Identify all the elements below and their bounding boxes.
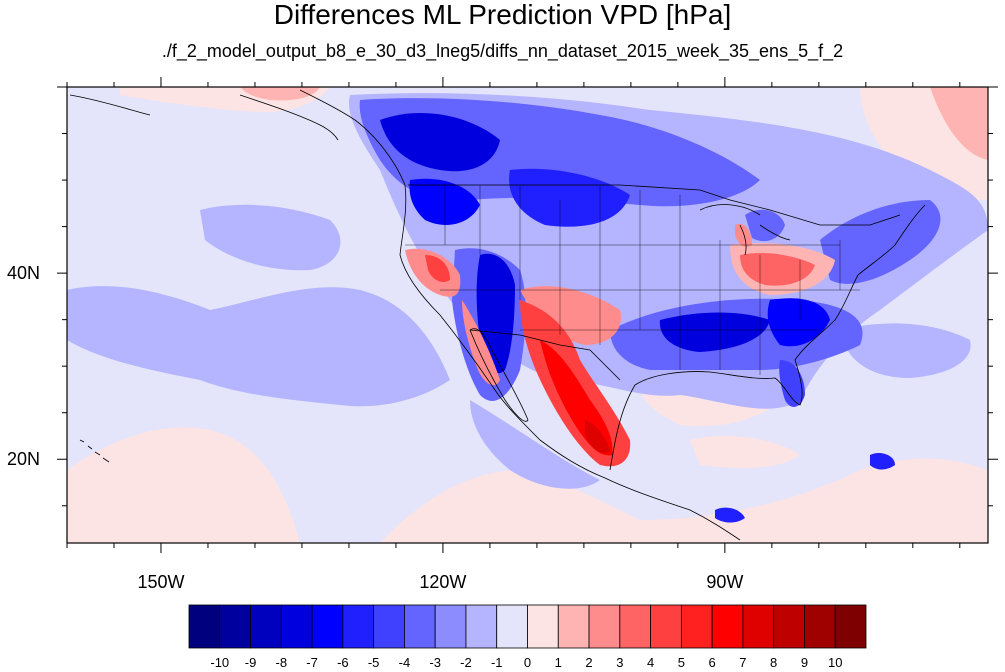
negative-region-pacific-north <box>200 204 341 271</box>
colorbar-swatch <box>219 604 251 649</box>
colorbar-swatch <box>742 604 775 649</box>
colorbar-tick-label: 9 <box>800 655 809 670</box>
colorbar-tick-label: 5 <box>677 655 685 670</box>
coastlines <box>69 89 926 541</box>
colorbar-tick-label: -5 <box>367 655 380 670</box>
colorbar-tick-label: 4 <box>646 655 655 670</box>
colorbar-swatch <box>311 604 344 649</box>
y-tick-label: 20N <box>6 449 40 470</box>
colorbar-swatch <box>773 604 805 649</box>
colorbar-tick-label: -10 <box>210 655 230 670</box>
colorbar-tick-label: -8 <box>275 655 288 670</box>
colorbar-tick-label: 7 <box>739 655 747 670</box>
colorbar-swatch <box>680 604 713 649</box>
negative-core-central-america <box>715 507 745 523</box>
colorbar-swatch <box>434 604 467 649</box>
colorbar-swatch <box>373 604 405 649</box>
negative-region-northeast <box>820 200 941 284</box>
colorbar-swatch <box>619 604 651 649</box>
negative-region-atlantic <box>840 323 971 378</box>
x-tick-label: 120W <box>419 572 467 592</box>
colorbar-tick-label: 6 <box>708 655 716 670</box>
us-canada-border <box>408 184 901 226</box>
plot-title: Differences ML Prediction VPD [hPa] <box>273 0 732 30</box>
state-line-horizontal <box>405 244 860 331</box>
gulf-of-mexico-coast <box>609 274 859 471</box>
state-line-west <box>444 185 561 335</box>
negative-core-british-columbia <box>380 112 500 172</box>
negative-core-caribbean <box>870 453 895 470</box>
negative-core-carolinas <box>767 298 830 347</box>
colorbar-tick-label: -6 <box>337 655 349 670</box>
y-tick-label: 40N <box>6 263 40 284</box>
colorbar-tick-label: 8 <box>770 655 778 670</box>
plot-frame <box>66 86 989 544</box>
colorbar-swatch <box>557 604 590 649</box>
difference-contours <box>67 87 988 543</box>
positive-core-california <box>425 255 450 282</box>
negative-region-pacific <box>67 286 450 407</box>
alaska-coast <box>69 94 339 141</box>
positive-core-mexico-central <box>585 420 610 454</box>
negative-core-gulf-coast <box>659 312 770 352</box>
colorbar-swatch <box>465 604 498 649</box>
colorbar-swatch <box>496 604 528 649</box>
positive-region-michigan <box>735 223 752 247</box>
colorbar-tick-label: 3 <box>616 655 624 670</box>
state-line-central <box>599 185 681 370</box>
positive-region-southwest-ocean <box>67 427 300 543</box>
x-tick-label: 150W <box>137 572 185 592</box>
positive-core-ohio-valley <box>740 253 815 286</box>
positive-region-baja <box>462 300 500 386</box>
colorbar-swatch <box>250 604 282 649</box>
colorbar-tick-label: -1 <box>490 655 503 670</box>
us-mexico-border <box>469 329 621 381</box>
colorbar <box>188 604 867 649</box>
colorbar-swatch <box>711 604 744 649</box>
colorbar-tick-label: -7 <box>306 655 318 670</box>
colorbar-tick-label: 1 <box>554 655 562 670</box>
state-line-east <box>719 240 841 375</box>
negative-region-great-lakes <box>745 209 785 242</box>
axis-ticks <box>57 77 998 553</box>
colorbar-swatch <box>650 604 682 649</box>
negative-core-montana <box>509 168 630 227</box>
colorbar-swatch <box>588 604 621 649</box>
negative-core-pacific-northwest <box>409 178 480 225</box>
colorbar-tick-label: -9 <box>244 655 257 670</box>
colorbar-swatch <box>280 604 313 649</box>
colorbar-swatch <box>527 604 559 649</box>
state-borders <box>405 185 860 375</box>
positive-region-caribbean <box>690 435 800 468</box>
positive-region-northeast-coast <box>930 87 988 160</box>
colorbar-tick-label: 2 <box>585 655 593 670</box>
colorbar-tick-label: -2 <box>460 655 472 670</box>
colorbar-swatch <box>404 604 436 649</box>
negative-core-nevada <box>476 253 515 374</box>
colorbar-swatch <box>804 604 836 649</box>
baja-california-coast <box>469 328 529 422</box>
north-america-west-coast <box>299 89 741 541</box>
colorbar-swatch <box>834 604 867 649</box>
colorbar-tick-label: -4 <box>398 655 411 670</box>
colorbar-tick-label: 10 <box>827 655 843 670</box>
plot-subtitle: ./f_2_model_output_b8_e_30_d3_lneg5/diff… <box>161 41 844 61</box>
east-coast <box>857 204 926 276</box>
colorbar-tick-label: -3 <box>429 655 441 670</box>
great-lakes-outline <box>699 204 791 256</box>
colorbar-tick-label: 0 <box>523 655 532 670</box>
negative-region-mexico-pacific <box>470 400 600 489</box>
x-tick-label: 90W <box>706 572 744 592</box>
colorbar-swatch <box>342 604 375 649</box>
positive-region-four-corners <box>520 286 621 345</box>
hawaii-islands <box>79 439 110 463</box>
colorbar-swatch <box>188 604 221 649</box>
